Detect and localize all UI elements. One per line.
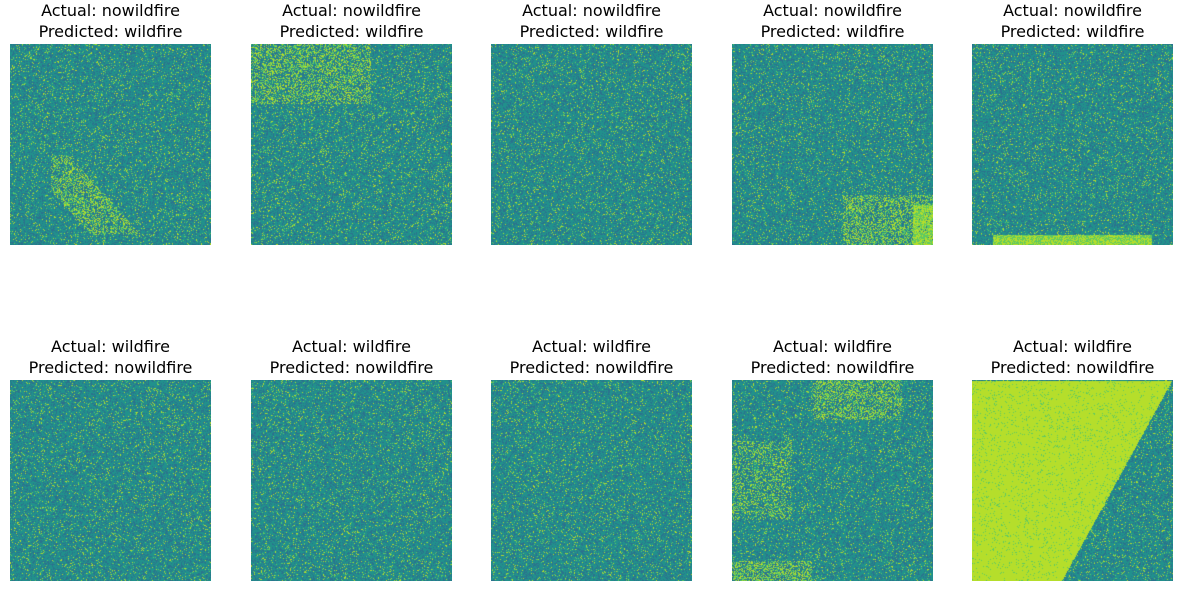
predicted-label: Predicted: nowildfire (509, 358, 674, 377)
predicted-label: Predicted: nowildfire (750, 358, 915, 377)
actual-label: Actual: nowildfire (41, 1, 180, 20)
image-canvas (10, 380, 211, 581)
panel-title: Actual: wildfire Predicted: nowildfire (471, 336, 712, 378)
predicted-label: Predicted: wildfire (1000, 22, 1145, 41)
panel-image (251, 44, 452, 245)
panel-10: Actual: wildfire Predicted: nowildfire (972, 336, 1173, 581)
image-canvas (251, 380, 452, 581)
panel-title: Actual: wildfire Predicted: nowildfire (952, 336, 1188, 378)
predicted-label: Predicted: wildfire (519, 22, 664, 41)
image-canvas (732, 44, 933, 245)
panel-2: Actual: nowildfire Predicted: wildfire (251, 0, 452, 245)
panel-title: Actual: nowildfire Predicted: wildfire (0, 0, 231, 42)
panel-image (732, 44, 933, 245)
panel-title: Actual: wildfire Predicted: nowildfire (712, 336, 953, 378)
panel-title: Actual: nowildfire Predicted: wildfire (712, 0, 953, 42)
panel-image (10, 44, 211, 245)
actual-label: Actual: nowildfire (763, 1, 902, 20)
panel-title: Actual: wildfire Predicted: nowildfire (231, 336, 472, 378)
image-canvas (491, 380, 692, 581)
panel-title: Actual: wildfire Predicted: nowildfire (0, 336, 231, 378)
image-canvas (972, 380, 1173, 581)
panel-9: Actual: wildfire Predicted: nowildfire (732, 336, 933, 581)
actual-label: Actual: nowildfire (1003, 1, 1142, 20)
image-canvas (491, 44, 692, 245)
predicted-label: Predicted: nowildfire (990, 358, 1155, 377)
actual-label: Actual: nowildfire (522, 1, 661, 20)
predicted-label: Predicted: wildfire (279, 22, 424, 41)
actual-label: Actual: wildfire (532, 337, 651, 356)
panel-4: Actual: nowildfire Predicted: wildfire (732, 0, 933, 245)
actual-label: Actual: wildfire (51, 337, 170, 356)
panel-image (10, 380, 211, 581)
panel-image (972, 380, 1173, 581)
panel-5: Actual: nowildfire Predicted: wildfire (972, 0, 1173, 245)
predicted-label: Predicted: wildfire (38, 22, 183, 41)
panel-image (491, 44, 692, 245)
image-canvas (732, 380, 933, 581)
panel-title: Actual: nowildfire Predicted: wildfire (471, 0, 712, 42)
image-canvas (10, 44, 211, 245)
image-canvas (972, 44, 1173, 245)
panel-8: Actual: wildfire Predicted: nowildfire (491, 336, 692, 581)
panel-title: Actual: nowildfire Predicted: wildfire (231, 0, 472, 42)
image-canvas (251, 44, 452, 245)
actual-label: Actual: nowildfire (282, 1, 421, 20)
panel-image (251, 380, 452, 581)
predicted-label: Predicted: nowildfire (269, 358, 434, 377)
panel-1: Actual: nowildfire Predicted: wildfire (10, 0, 211, 245)
panel-7: Actual: wildfire Predicted: nowildfire (251, 336, 452, 581)
actual-label: Actual: wildfire (292, 337, 411, 356)
actual-label: Actual: wildfire (1013, 337, 1132, 356)
predicted-label: Predicted: wildfire (760, 22, 905, 41)
panel-6: Actual: wildfire Predicted: nowildfire (10, 336, 211, 581)
predicted-label: Predicted: nowildfire (28, 358, 193, 377)
panel-image (732, 380, 933, 581)
panel-title: Actual: nowildfire Predicted: wildfire (952, 0, 1188, 42)
panel-image (491, 380, 692, 581)
panel-image (972, 44, 1173, 245)
panel-3: Actual: nowildfire Predicted: wildfire (491, 0, 692, 245)
actual-label: Actual: wildfire (773, 337, 892, 356)
